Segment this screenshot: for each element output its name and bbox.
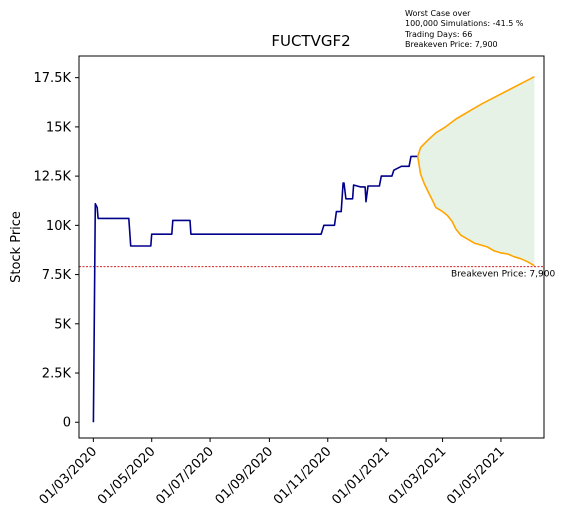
y-tick-label: 5K: [54, 317, 71, 332]
y-axis-label: Stock Price: [9, 211, 24, 283]
y-tick-label: 17.5K: [34, 71, 72, 86]
info-line: Worst Case over: [405, 9, 471, 18]
y-tick-label: 12.5K: [34, 170, 72, 185]
y-tick-label: 10K: [46, 219, 72, 234]
breakeven-label: Breakeven Price: 7,900: [451, 270, 555, 280]
series-best-case: [416, 75, 535, 157]
series-history: [92, 155, 418, 423]
info-line: Trading Days: 66: [404, 30, 472, 39]
chart-title: FUCTVGF2: [271, 32, 350, 50]
info-line: Breakeven Price: 7,900: [405, 40, 498, 49]
y-tick-label: 15K: [46, 120, 72, 135]
y-tick-label: 0: [63, 416, 71, 431]
y-tick-label: 2.5K: [42, 367, 72, 382]
plot-frame: [78, 55, 545, 439]
simulation-range-area: [417, 76, 535, 266]
series-worst-case: [416, 156, 535, 267]
info-line: 100,000 Simulations: -41.5 %: [405, 19, 524, 28]
info-box: Worst Case over 100,000 Simulations: -41…: [404, 9, 524, 49]
y-tick-label: 7.5K: [42, 268, 72, 283]
